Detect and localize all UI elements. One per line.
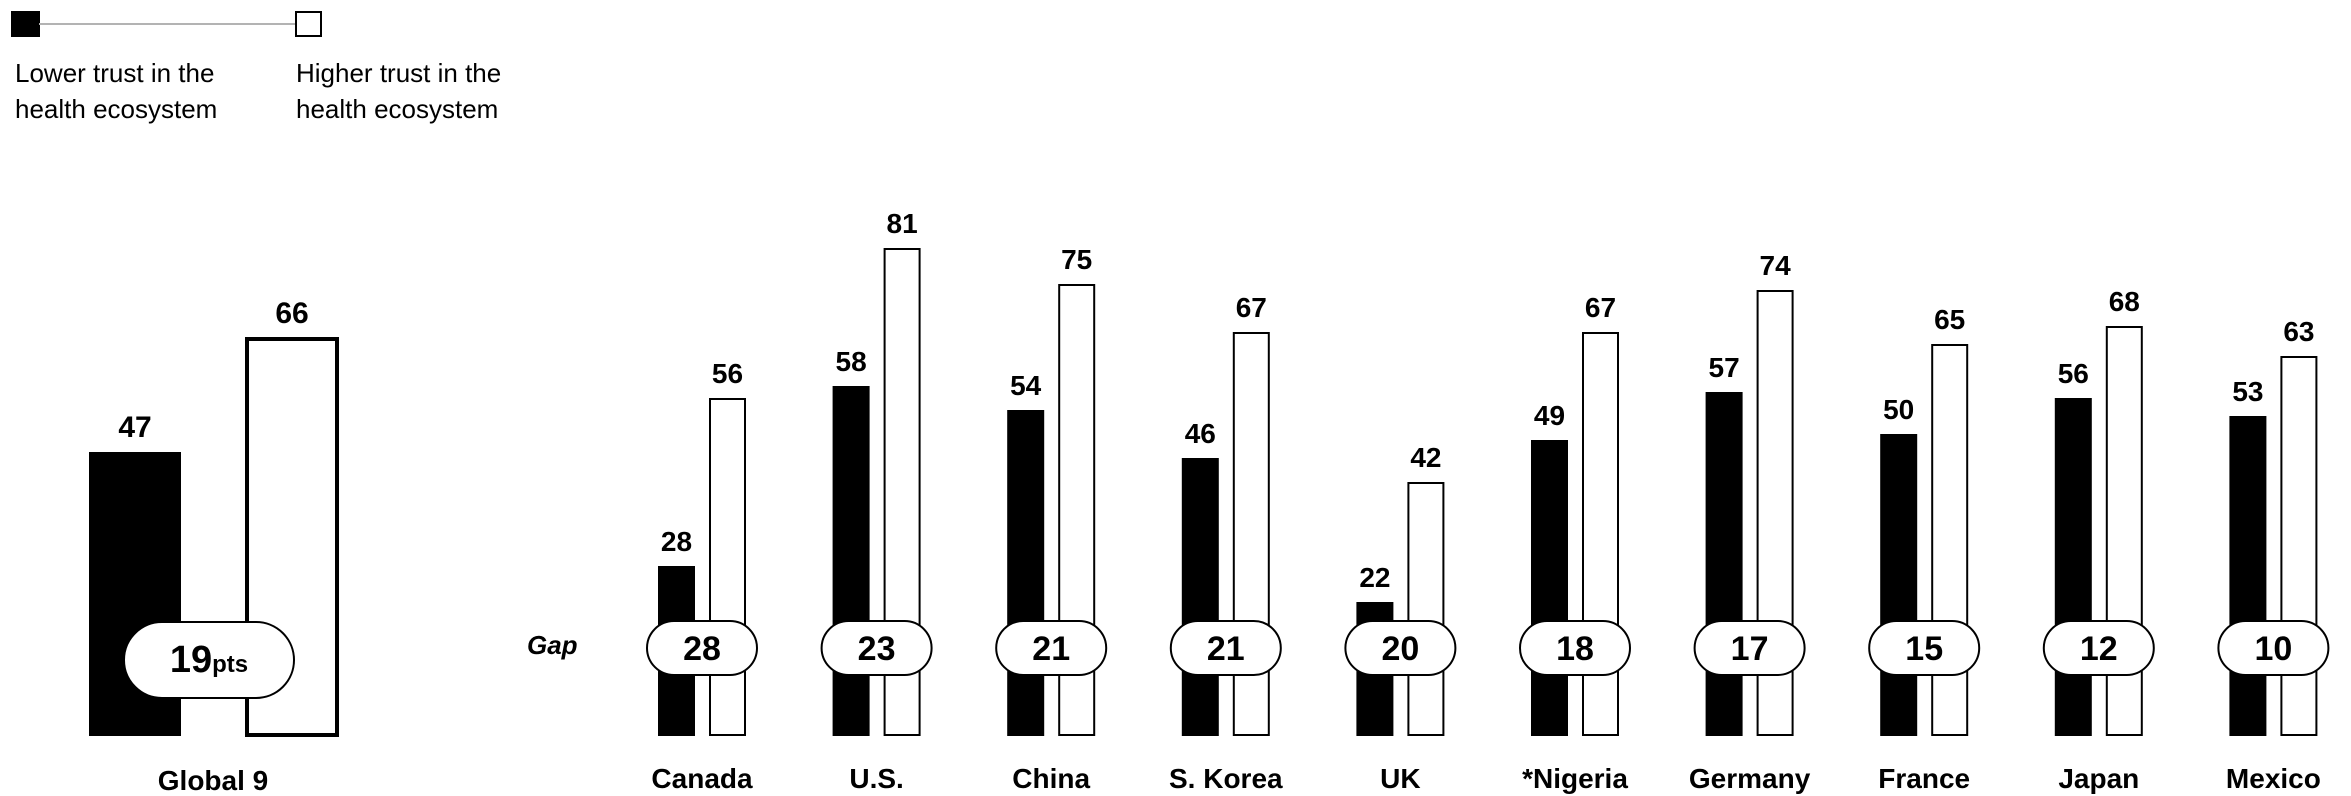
gap-value-u-s: 23 [858, 630, 896, 668]
legend-high-swatch [295, 11, 322, 37]
value-label-high-france: 65 [1934, 304, 1965, 335]
gap-value-france: 15 [1905, 630, 1943, 668]
bar-low-japan [2054, 398, 2092, 736]
gap-value-global-9: 19pts [170, 639, 248, 681]
legend-low-label-line2: health ecosystem [15, 94, 218, 124]
category-label-mexico: Mexico [2226, 763, 2321, 794]
value-label-high-global-9: 66 [275, 297, 308, 330]
gap-value-nigeria: 18 [1556, 630, 1594, 668]
bar-high-uk [1407, 482, 1445, 736]
bar-low-u-s [832, 386, 870, 736]
gap-badge-china [995, 620, 1108, 676]
legend-high-label-line2: health ecosystem [296, 94, 499, 124]
gap-badge-s-korea [1169, 620, 1282, 676]
bar-low-germany [1705, 392, 1743, 736]
gap-value-uk: 20 [1381, 630, 1419, 668]
value-label-low-u-s: 58 [836, 346, 867, 377]
gap-value-mexico: 10 [2254, 630, 2292, 668]
gap-badge-mexico [2217, 620, 2330, 676]
category-label-nigeria: *Nigeria [1522, 763, 1628, 794]
gap-badge-france [1868, 620, 1981, 676]
gap-badge-germany [1693, 620, 1806, 676]
bar-low-nigeria [1531, 440, 1568, 736]
gap-badge-uk [1344, 620, 1457, 676]
bar-low-s-korea [1181, 458, 1219, 736]
value-label-low-uk: 22 [1359, 562, 1390, 593]
value-label-low-china: 54 [1010, 370, 1042, 401]
bar-low-france [1880, 434, 1918, 736]
bar-high-mexico [2280, 356, 2318, 736]
bar-high-canada [709, 398, 746, 736]
gap-value-japan: 12 [2080, 630, 2118, 668]
legend-high-label: Higher trust in the health ecosystem [296, 55, 501, 127]
gap-value-s-korea: 21 [1207, 630, 1245, 668]
legend-high-label-line1: Higher trust in the [296, 58, 502, 88]
legend-low-label: Lower trust in the health ecosystem [15, 55, 217, 127]
value-label-low-germany: 57 [1709, 352, 1740, 383]
value-label-low-mexico: 53 [2232, 376, 2263, 407]
category-label-japan: Japan [2058, 763, 2139, 794]
bar-low-mexico [2229, 416, 2267, 736]
value-label-high-nigeria: 67 [1585, 292, 1616, 323]
gap-value-canada: 28 [683, 630, 721, 668]
value-label-high-canada: 56 [712, 358, 743, 389]
value-label-high-japan: 68 [2109, 286, 2140, 317]
value-label-high-uk: 42 [1410, 442, 1441, 473]
chart-marks: 47 66 19pts Global 9 28 56 28 Canada 58 81 23 U.S. 5… [89, 208, 2330, 796]
category-label-germany: Germany [1689, 763, 1811, 794]
gap-badge-nigeria [1519, 620, 1631, 676]
value-label-high-u-s: 81 [887, 208, 918, 239]
gap-value-germany: 17 [1731, 630, 1769, 668]
value-label-low-france: 50 [1883, 394, 1914, 425]
category-label-france: France [1878, 763, 1970, 794]
bar-high-france [1931, 344, 1969, 736]
category-label-china: China [1012, 763, 1090, 794]
gap-badge-canada [646, 620, 758, 676]
value-label-high-china: 75 [1061, 244, 1092, 275]
category-label-uk: UK [1380, 763, 1420, 794]
legend-low-swatch [11, 11, 40, 37]
legend-low-label-line1: Lower trust in the [15, 58, 215, 88]
gap-badge-japan [2042, 620, 2155, 676]
gap-badge-u-s [820, 620, 933, 676]
value-label-high-mexico: 63 [2283, 316, 2314, 347]
value-label-low-canada: 28 [661, 526, 692, 557]
value-label-low-s-korea: 46 [1185, 418, 1216, 449]
value-label-high-s-korea: 67 [1236, 292, 1267, 323]
gap-value-china: 21 [1032, 630, 1070, 668]
category-label-u-s: U.S. [849, 763, 903, 794]
gap-badge-global-9 [123, 621, 295, 699]
legend-graphic [11, 11, 322, 37]
category-label-s-korea: S. Korea [1169, 763, 1283, 794]
bar-low-china [1007, 410, 1045, 736]
value-label-high-germany: 74 [1760, 250, 1792, 281]
gap-label: Gap [527, 630, 578, 660]
category-label-canada: Canada [651, 763, 753, 794]
value-label-low-nigeria: 49 [1534, 400, 1565, 431]
category-label-global-9: Global 9 [158, 765, 268, 796]
value-label-low-japan: 56 [2058, 358, 2089, 389]
value-label-low-global-9: 47 [118, 411, 151, 444]
